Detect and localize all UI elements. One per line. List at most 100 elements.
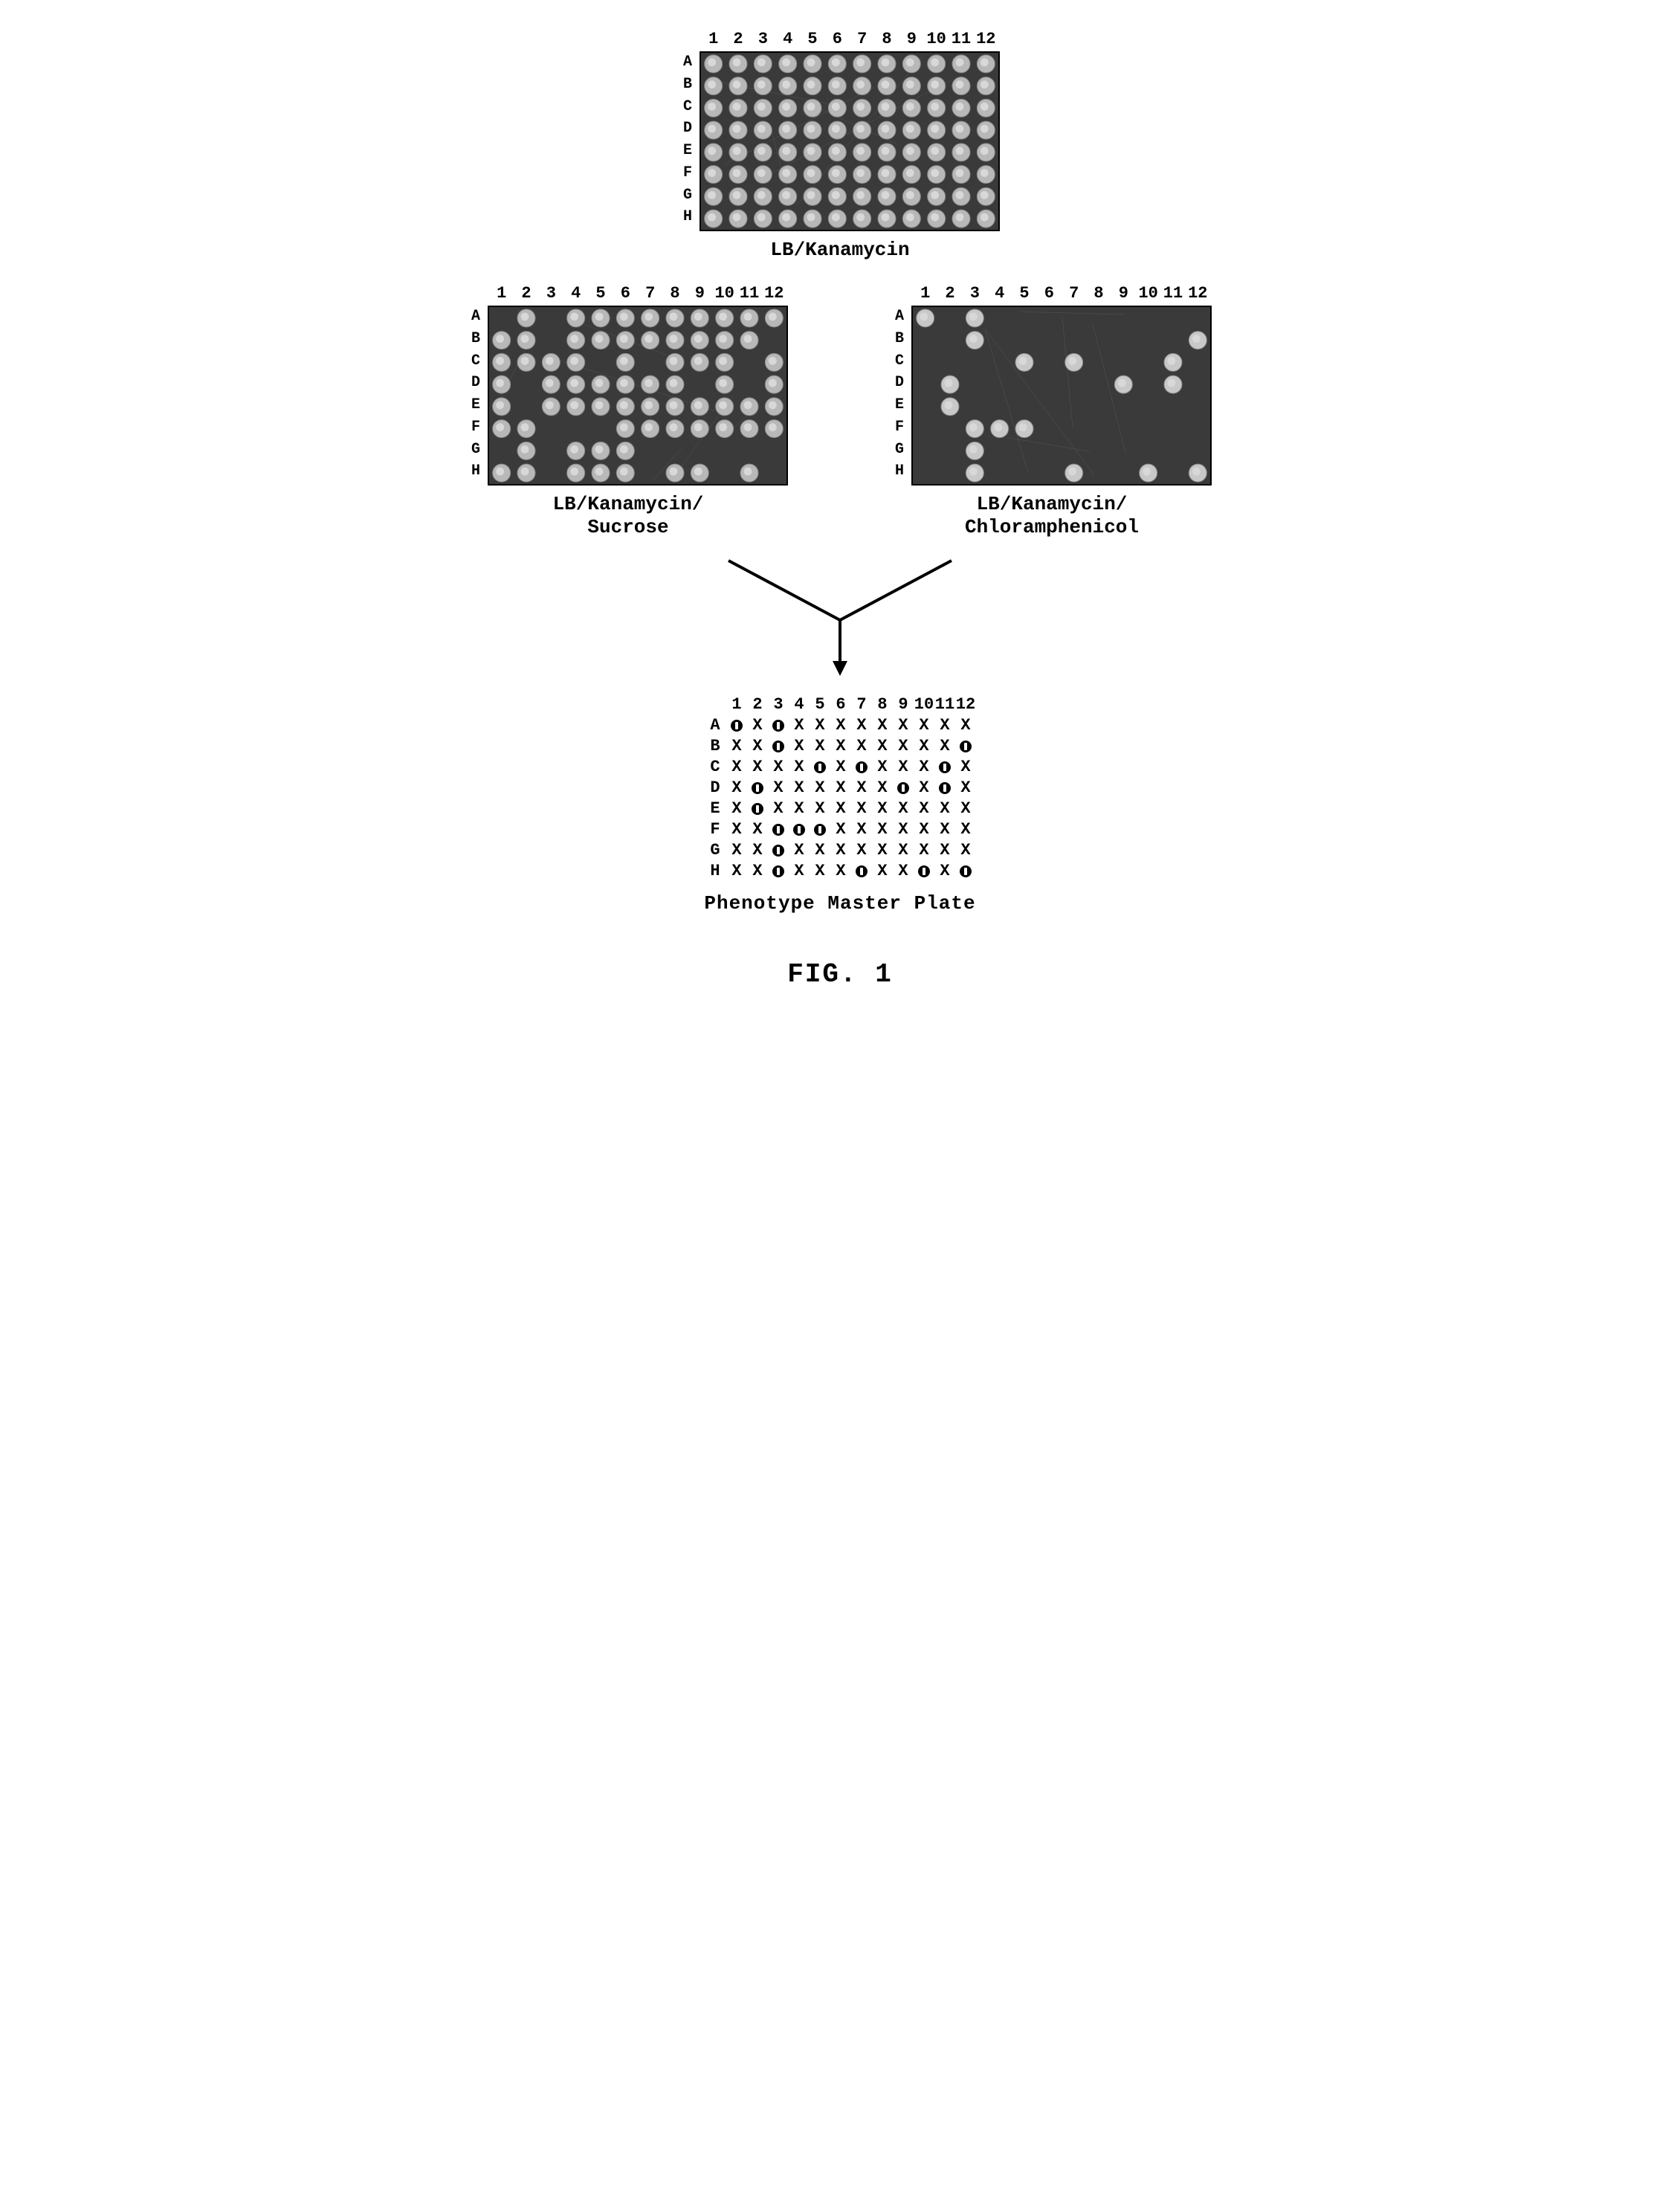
mg-row-label: D [710, 778, 720, 797]
top-row-labels: ABCDEFGH [680, 51, 695, 228]
mg-cell-x: X [752, 737, 762, 755]
mg-cell-x: X [731, 737, 741, 755]
mg-cell-dot [772, 720, 784, 732]
mg-cell-dot [752, 782, 763, 794]
mg-cell-x: X [731, 862, 741, 880]
top-plate-image [700, 51, 1000, 231]
col-label: 8 [1086, 284, 1111, 303]
row-label: A [680, 51, 695, 74]
row-label: G [892, 439, 907, 461]
mg-cell-x: X [836, 778, 845, 797]
row-label: C [468, 350, 483, 372]
mg-cell-x: X [877, 862, 887, 880]
top-col-labels: 123456789101112 [701, 30, 998, 48]
mg-row-label: F [710, 820, 720, 839]
mg-cell-x: X [960, 820, 970, 839]
mg-cell-x: X [752, 820, 762, 839]
mg-cell-x: X [752, 758, 762, 776]
mg-cell-dot [960, 865, 972, 877]
mg-cell-dot [939, 782, 951, 794]
mg-cell-x: X [836, 758, 845, 776]
mg-cell-x: X [960, 758, 970, 776]
mg-cell-x: X [752, 841, 762, 859]
row-label: E [680, 140, 695, 162]
mg-cell-x: X [836, 737, 845, 755]
row-label: C [680, 96, 695, 118]
row-label: G [680, 184, 695, 207]
col-label: 11 [949, 30, 973, 48]
mg-cell-dot [814, 761, 826, 773]
left-row-labels: ABCDEFGH [468, 306, 483, 483]
mg-row-label: E [710, 799, 720, 818]
top-plate-caption: LB/Kanamycin [770, 239, 909, 262]
mg-cell-x: X [940, 737, 949, 755]
right-plate-image [911, 306, 1212, 486]
mg-cell-x: X [898, 758, 908, 776]
col-label: 9 [899, 30, 924, 48]
mg-cell-x: X [856, 778, 866, 797]
mg-cell-x: X [877, 716, 887, 735]
mg-cell-dot [772, 824, 784, 836]
mg-cell-x: X [731, 778, 741, 797]
row-label: F [680, 162, 695, 184]
mg-col-header: 3 [773, 695, 783, 714]
figure-page: 123456789101112 ABCDEFGH LB/Kanamycin 12… [468, 30, 1212, 990]
master-grid: 123456789101112AXXXXXXXXXXBXXXXXXXXXXCXX… [704, 694, 976, 882]
row-label: B [468, 328, 483, 350]
row-label: D [680, 117, 695, 140]
col-label: 10 [712, 284, 737, 303]
mg-col-header: 11 [935, 695, 954, 714]
mg-cell-x: X [960, 841, 970, 859]
row-label: H [892, 460, 907, 483]
mg-cell-x: X [815, 716, 824, 735]
col-label: 11 [1160, 284, 1185, 303]
top-plate-block: 123456789101112 ABCDEFGH LB/Kanamycin [680, 30, 1000, 262]
col-label: 3 [963, 284, 987, 303]
left-plate-caption: LB/Kanamycin/Sucrose [553, 493, 704, 539]
mg-cell-dot [731, 720, 743, 732]
col-label: 4 [775, 30, 800, 48]
right-plate-caption: LB/Kanamycin/Chloramphenicol [965, 493, 1139, 539]
col-label: 1 [701, 30, 726, 48]
mg-cell-x: X [919, 841, 928, 859]
right-plate-row-wrap: ABCDEFGH [892, 306, 1212, 486]
col-label: 3 [751, 30, 775, 48]
mg-col-header: 2 [752, 695, 762, 714]
mg-cell-x: X [815, 841, 824, 859]
mg-cell-x: X [898, 737, 908, 755]
master-caption: Phenotype Master Plate [704, 892, 975, 915]
mg-row-label: B [710, 737, 720, 755]
row-label: F [468, 416, 483, 439]
mg-col-header: 10 [914, 695, 934, 714]
row-label: D [468, 372, 483, 394]
mg-cell-x: X [898, 862, 908, 880]
mg-cell-x: X [877, 799, 887, 818]
mg-cell-x: X [856, 820, 866, 839]
mg-cell-x: X [877, 841, 887, 859]
col-label: 12 [974, 30, 998, 48]
mg-cell-x: X [731, 758, 741, 776]
left-plate-row-wrap: ABCDEFGH [468, 306, 788, 486]
row-label: B [680, 74, 695, 96]
col-label: 6 [825, 30, 850, 48]
mg-cell-dot [897, 782, 909, 794]
right-plate-block: 123456789101112 ABCDEFGH LB/Kanamycin/Ch… [892, 284, 1212, 539]
top-plate-row-wrap: ABCDEFGH [680, 51, 1000, 231]
col-label: 10 [1136, 284, 1160, 303]
col-label: 6 [613, 284, 638, 303]
row-label: A [892, 306, 907, 328]
col-label: 11 [737, 284, 761, 303]
mg-cell-x: X [815, 799, 824, 818]
mg-cell-x: X [940, 820, 949, 839]
mg-cell-x: X [877, 737, 887, 755]
mg-cell-x: X [940, 799, 949, 818]
mg-cell-dot [772, 865, 784, 877]
col-label: 1 [913, 284, 937, 303]
left-col-labels: 123456789101112 [489, 284, 786, 303]
left-plate-image [488, 306, 788, 486]
col-label: 12 [762, 284, 786, 303]
mg-cell-x: X [960, 716, 970, 735]
mg-cell-x: X [919, 716, 928, 735]
mg-cell-x: X [836, 716, 845, 735]
mg-cell-x: X [856, 799, 866, 818]
